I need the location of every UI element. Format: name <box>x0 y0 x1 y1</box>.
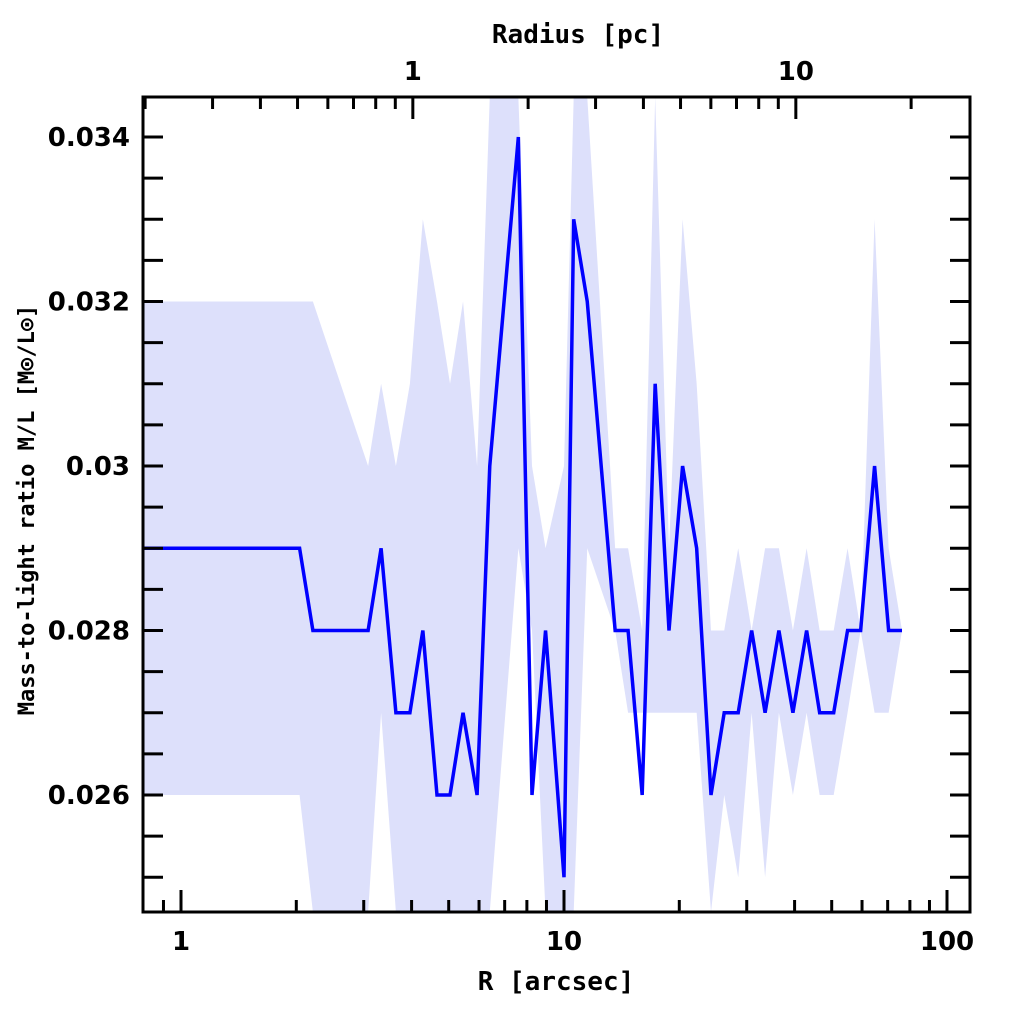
x-tick-label: 10 <box>546 927 582 957</box>
y-axis-title: Mass-to-light ratio M/L [M⊙/L⊙] <box>15 305 40 716</box>
x2-tick-label: 10 <box>778 57 814 87</box>
y-tick-label: 0.034 <box>48 123 130 153</box>
y-tick-label: 0.026 <box>48 781 130 811</box>
y-tick-label: 0.032 <box>48 288 130 318</box>
y-tick-label: 0.03 <box>66 452 130 482</box>
x-tick-label: 1 <box>172 927 190 957</box>
top-axis-title: Radius [pc] <box>492 20 664 50</box>
x-axis-title: R [arcsec] <box>478 967 635 997</box>
error-band <box>143 97 903 912</box>
plot-frame <box>141 95 972 914</box>
x2-tick-label: 1 <box>404 57 422 87</box>
y-tick-label: 0.028 <box>48 617 130 647</box>
x-tick-label: 100 <box>920 927 974 957</box>
